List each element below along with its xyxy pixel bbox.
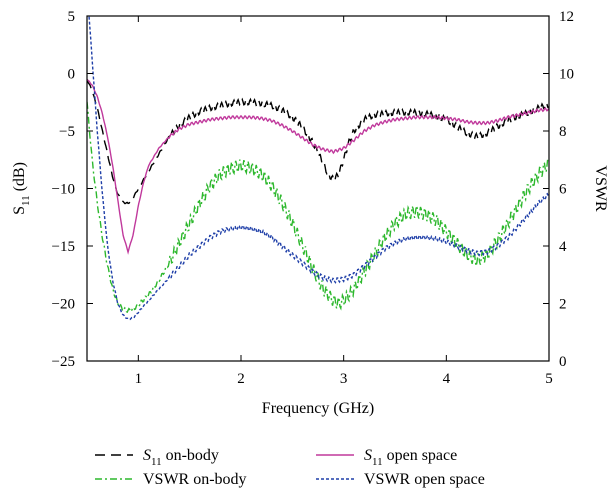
y-right-tick-label: 2 <box>559 297 567 313</box>
x-axis-title: Frequency (GHz) <box>262 400 374 417</box>
y-left-tick-label: −25 <box>52 354 75 370</box>
legend-label-vswr-on-body: VSWR on-body <box>143 471 247 488</box>
x-tick-label: 5 <box>545 371 553 387</box>
legend-item-vswr-open-space: VSWR open space <box>316 471 485 488</box>
series-line-vswr-on-body <box>87 101 549 314</box>
y-left-tick-label: −5 <box>59 124 75 140</box>
y-left-unit: (dB) <box>11 162 28 195</box>
y-left-tick-label: −15 <box>52 239 75 255</box>
y-left-tick-label: −20 <box>52 297 75 313</box>
y-left-axis-title: S11 (dB) <box>11 162 32 215</box>
y-right-tick-label: 8 <box>559 124 567 140</box>
y-right-tick-label: 6 <box>559 182 567 198</box>
y-left-sub: 11 <box>20 195 32 206</box>
x-tick-label: 3 <box>340 371 348 387</box>
legend-label-s11-on-body: S11 on-body <box>143 447 219 468</box>
plot-frame <box>86 15 550 362</box>
series-line-s11-on-body <box>87 79 549 205</box>
x-tick-label: 2 <box>237 371 245 387</box>
y-left-tick-label: 5 <box>68 9 76 25</box>
y-left-tick-label: 0 <box>68 67 76 83</box>
legend-label-vswr-open-space: VSWR open space <box>364 471 485 488</box>
series-line-vswr-open-space <box>88 16 549 321</box>
legend-label-s11-open-space: S11 open space <box>364 447 457 468</box>
y-right-tick-label: 10 <box>559 67 574 83</box>
x-tick-label: 4 <box>443 371 451 387</box>
legend-item-s11-on-body: S11 on-body <box>95 447 219 468</box>
y-right-tick-label: 0 <box>559 354 567 370</box>
x-tick-label: 1 <box>135 371 143 387</box>
legend: S11 on-body S11 open space VSWR on-body … <box>95 447 485 488</box>
y-left-tick-label: −10 <box>52 182 75 198</box>
series-line-s11-open-space <box>87 79 549 255</box>
legend-item-s11-open-space: S11 open space <box>316 447 457 468</box>
y-right-tick-label: 12 <box>559 9 574 25</box>
y-left-symbol: S <box>11 206 28 215</box>
y-right-tick-label: 4 <box>559 239 567 255</box>
series-layer <box>87 16 549 321</box>
legend-item-vswr-on-body: VSWR on-body <box>95 471 247 488</box>
y-right-axis-title: VSWR <box>592 165 607 212</box>
